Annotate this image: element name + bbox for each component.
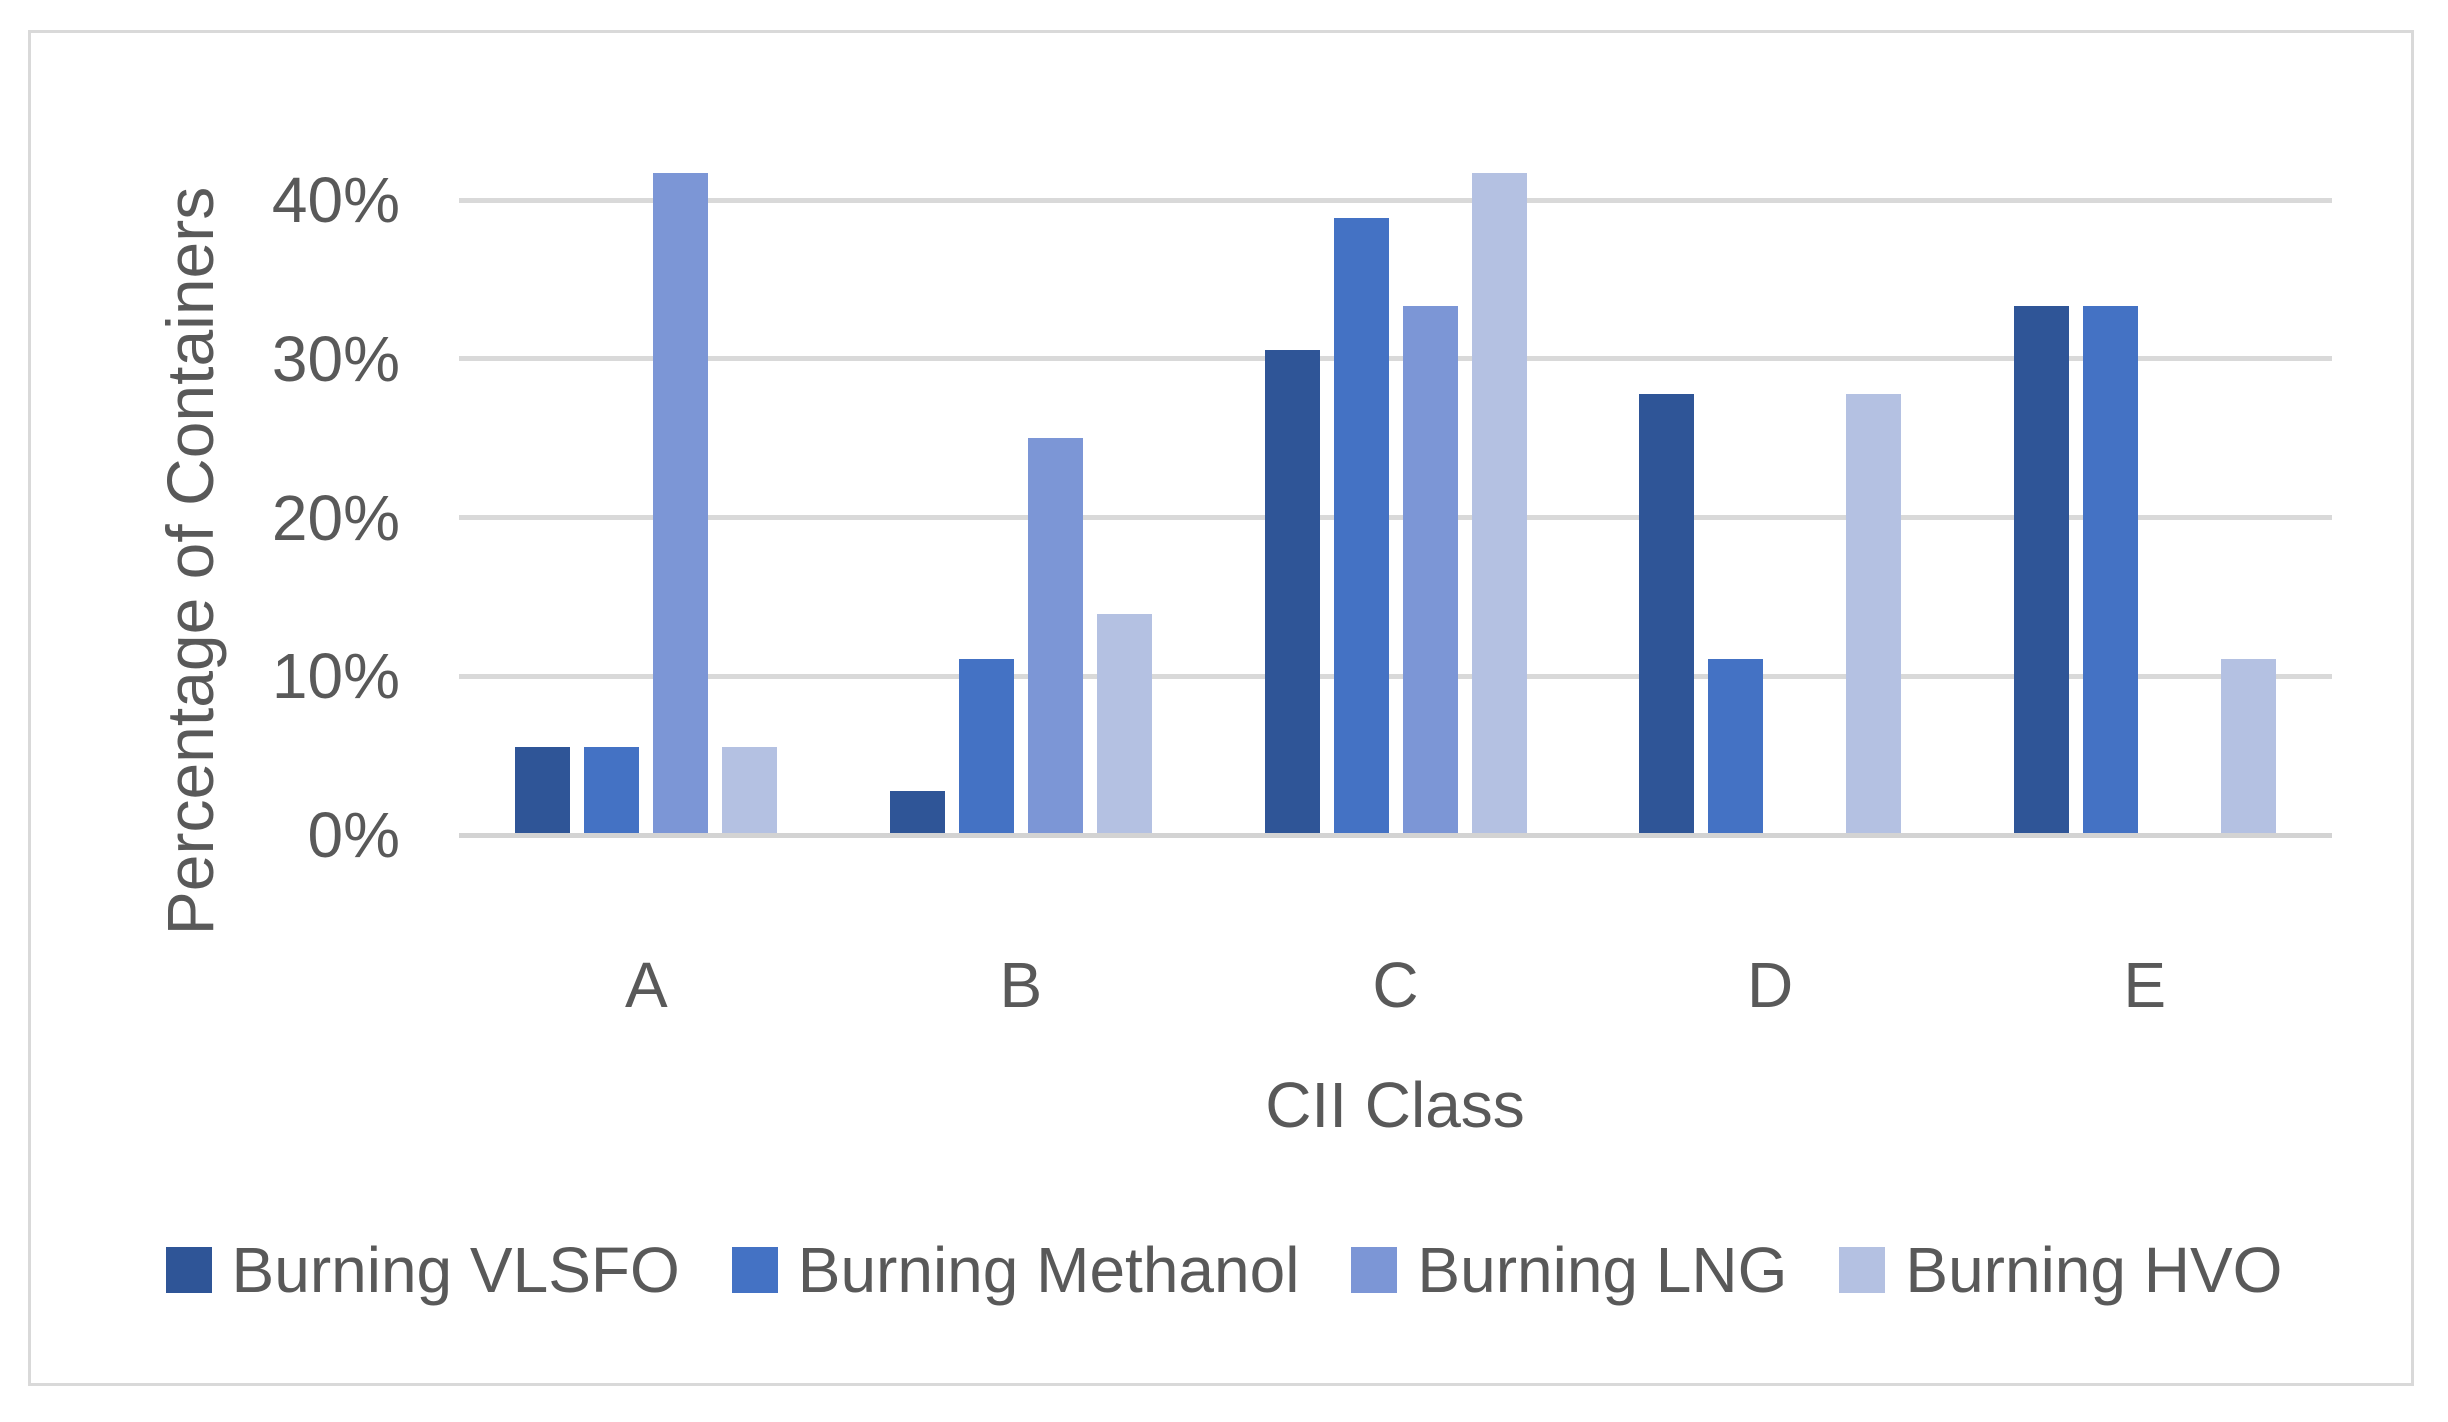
bar-burning-methanol-E — [2082, 305, 2138, 835]
gridline-30pct — [459, 356, 2332, 362]
y-tick-label-20pct: 20% — [271, 481, 400, 554]
figure-border — [28, 30, 2414, 1386]
bar-burning-hvo-E — [2220, 658, 2276, 835]
x-tick-label-D: D — [1746, 949, 1794, 1021]
x-axis-line — [459, 832, 2332, 838]
bar-burning-methanol-B — [958, 658, 1014, 835]
legend-item-burning-hvo: Burning HVO — [1839, 1238, 2282, 1302]
gridline-10pct — [459, 673, 2332, 679]
bar-burning-lng-A — [653, 173, 709, 835]
y-tick-label-30pct: 30% — [271, 322, 400, 395]
bar-burning-hvo-D — [1846, 393, 1902, 835]
legend-swatch-icon — [165, 1247, 212, 1293]
y-tick-label-0pct: 0% — [307, 799, 401, 871]
x-tick-label-A: A — [624, 949, 668, 1021]
x-tick-label-E: E — [2123, 949, 2167, 1021]
bar-burning-lng-B — [1027, 438, 1083, 835]
bar-burning-vlsfo-A — [515, 746, 571, 835]
gridline-40pct — [459, 197, 2332, 203]
bar-burning-lng-C — [1402, 305, 1458, 835]
x-axis-title: CII Class — [1265, 1069, 1525, 1141]
y-tick-label-10pct: 10% — [271, 640, 400, 713]
bar-burning-vlsfo-B — [889, 790, 945, 835]
x-tick-label-B: B — [999, 949, 1043, 1021]
bar-burning-vlsfo-D — [1639, 393, 1695, 835]
y-tick-label-40pct: 40% — [271, 164, 400, 236]
legend-label: Burning HVO — [1905, 1234, 2283, 1306]
bar-burning-hvo-A — [722, 746, 778, 835]
bar-burning-methanol-C — [1333, 217, 1389, 835]
bar-burning-methanol-A — [584, 746, 640, 835]
legend-item-burning-lng: Burning LNG — [1351, 1238, 1787, 1302]
legend-swatch-icon — [1839, 1247, 1886, 1293]
legend-swatch-icon — [1351, 1247, 1398, 1293]
legend-label: Burning VLSFO — [231, 1234, 680, 1306]
legend-swatch-icon — [731, 1247, 778, 1293]
bar-burning-hvo-C — [1471, 173, 1527, 835]
x-tick-label-C: C — [1372, 949, 1419, 1021]
bar-burning-methanol-D — [1708, 658, 1764, 835]
legend-label: Burning LNG — [1417, 1234, 1788, 1306]
bar-burning-vlsfo-E — [2013, 305, 2069, 835]
legend-label: Burning Methanol — [797, 1234, 1300, 1306]
bar-burning-hvo-B — [1096, 614, 1152, 835]
legend-item-burning-methanol: Burning Methanol — [731, 1234, 1300, 1306]
legend-item-burning-vlsfo: Burning VLSFO — [165, 1234, 680, 1306]
bar-burning-vlsfo-C — [1264, 349, 1320, 835]
legend: Burning VLSFO Burning Methanol Burning LNG… — [40, 1238, 2408, 1302]
gridline-20pct — [459, 515, 2332, 520]
